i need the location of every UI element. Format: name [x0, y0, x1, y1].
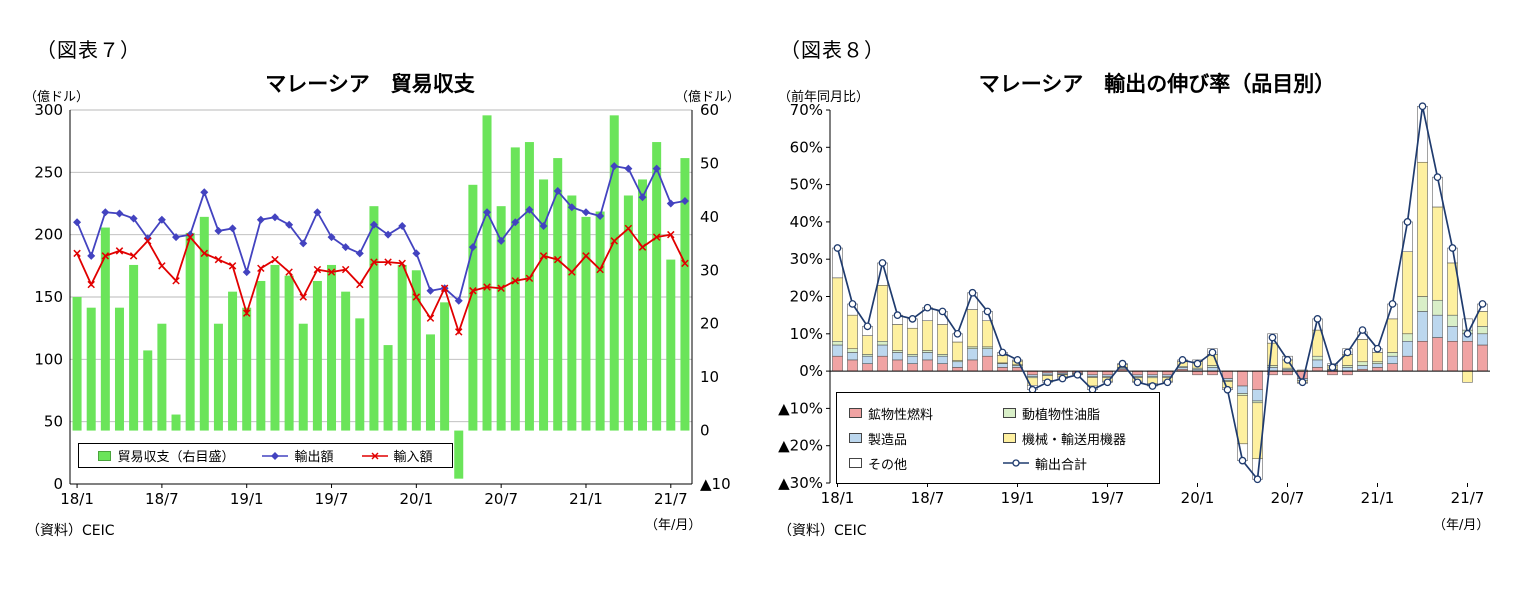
- figure7-chart: 0 50 100 150 200 250 300 ▲10 0 10 20 30 40 50 60 18/1 18…: [34, 101, 731, 508]
- svg-text:21/1: 21/1: [1361, 489, 1395, 507]
- legend-item-total-exports: 輸出合計: [1003, 454, 1147, 473]
- legend-item-oils: 動植物性油脂: [1003, 404, 1147, 423]
- svg-text:40%: 40%: [790, 213, 823, 231]
- svg-text:20%: 20%: [790, 288, 823, 306]
- svg-text:10%: 10%: [790, 325, 823, 343]
- svg-text:19/1: 19/1: [1001, 489, 1035, 507]
- legend-item-trade-balance: 貿易収支（右目盛）: [98, 446, 234, 465]
- svg-text:19/1: 19/1: [230, 490, 264, 508]
- manufactured-swatch-icon: [849, 433, 862, 443]
- svg-text:21/7: 21/7: [654, 490, 688, 508]
- svg-text:40: 40: [700, 208, 719, 226]
- total-exports-line-marker-icon: [1003, 459, 1029, 467]
- legend-label-manufactured: 製造品: [868, 432, 908, 448]
- figure7-axis-note: （年/月）: [645, 518, 702, 533]
- svg-text:0%: 0%: [799, 362, 823, 380]
- legend-label-total-exports: 輸出合計: [1035, 457, 1088, 473]
- svg-text:150: 150: [34, 288, 63, 306]
- exports-line-marker-icon: [262, 451, 289, 460]
- svg-text:300: 300: [34, 101, 63, 119]
- legend-item-machinery: 機械・輸送用機器: [1003, 429, 1147, 448]
- figure7-right-axis-unit: （億ドル）: [674, 90, 740, 105]
- figure7-title: マレーシア 貿易収支: [265, 72, 475, 96]
- svg-text:10: 10: [700, 368, 719, 386]
- legend-item-imports: 輸入額: [361, 446, 433, 465]
- figure7-legend: 貿易収支（右目盛） 輸出額 輸入額: [78, 443, 453, 468]
- svg-text:50: 50: [700, 154, 719, 172]
- svg-text:60%: 60%: [790, 138, 823, 156]
- svg-text:70%: 70%: [790, 101, 823, 119]
- figure7-source: （資料）CEIC: [26, 523, 115, 539]
- svg-text:▲10: ▲10: [700, 475, 731, 493]
- legend-item-other: その他: [849, 454, 993, 473]
- machinery-swatch-icon: [1003, 433, 1016, 443]
- svg-text:19/7: 19/7: [1091, 489, 1125, 507]
- legend-item-exports: 輸出額: [262, 446, 334, 465]
- figure8-chart: ▲30% ▲20% ▲10% 0% 10% 20% 30% 40% 50% 60% 70% 18/1 1…: [778, 101, 1490, 507]
- svg-text:21/7: 21/7: [1451, 489, 1485, 507]
- svg-text:18/1: 18/1: [821, 489, 855, 507]
- legend-label-imports: 輸入額: [393, 450, 433, 465]
- svg-text:18/7: 18/7: [911, 489, 945, 507]
- svg-text:30: 30: [700, 261, 719, 279]
- figure8-y-axis-unit: （前年同月比）: [778, 90, 870, 105]
- imports-line-marker-icon: [361, 452, 388, 459]
- svg-text:20: 20: [700, 315, 719, 333]
- svg-text:▲20%: ▲20%: [778, 437, 823, 455]
- svg-text:0: 0: [53, 475, 63, 493]
- other-swatch-icon: [849, 458, 862, 468]
- svg-text:▲30%: ▲30%: [778, 474, 823, 492]
- legend-label-oils: 動植物性油脂: [1022, 407, 1101, 423]
- legend-label-exports: 輸出額: [294, 450, 334, 465]
- svg-text:20/7: 20/7: [484, 490, 518, 508]
- svg-text:▲10%: ▲10%: [778, 399, 823, 417]
- figure7-tag: （図表７）: [36, 38, 141, 62]
- legend-item-mineral-fuels: 鉱物性燃料: [849, 404, 993, 423]
- oils-swatch-icon: [1003, 408, 1016, 418]
- legend-label-machinery: 機械・輸送用機器: [1022, 432, 1127, 448]
- trade-balance-swatch-icon: [98, 450, 112, 461]
- svg-text:21/1: 21/1: [569, 490, 603, 508]
- svg-text:20/1: 20/1: [1181, 489, 1215, 507]
- legend-item-manufactured: 製造品: [849, 429, 993, 448]
- figure8-title: マレーシア 輸出の伸び率（品目別）: [978, 72, 1336, 96]
- svg-text:60: 60: [700, 101, 719, 119]
- figure8-panel: （図表８） マレーシア 輸出の伸び率（品目別） （前年同月比） ▲30% ▲20%…: [757, 0, 1517, 592]
- figure8-source: （資料）CEIC: [778, 523, 867, 539]
- legend-label-other: その他: [868, 457, 908, 473]
- svg-text:250: 250: [34, 163, 63, 181]
- svg-text:0: 0: [700, 422, 710, 440]
- figure8-tag: （図表８）: [780, 38, 885, 62]
- figure8-legend: 鉱物性燃料 動植物性油脂 製造品 機械・輸送用機器 その他: [836, 392, 1160, 484]
- svg-text:50%: 50%: [790, 176, 823, 194]
- svg-text:20/1: 20/1: [399, 490, 433, 508]
- figure7-panel: （図表７） マレーシア 貿易収支 （億ドル） （億ドル） 0 50 100 150 20…: [0, 0, 757, 592]
- mineral-fuels-swatch-icon: [849, 408, 862, 418]
- legend-label-mineral-fuels: 鉱物性燃料: [868, 407, 934, 423]
- svg-text:50: 50: [44, 413, 63, 431]
- svg-text:200: 200: [34, 226, 63, 244]
- figure8-axis-note: （年/月）: [1433, 518, 1490, 533]
- svg-text:20/7: 20/7: [1271, 489, 1305, 507]
- svg-text:19/7: 19/7: [315, 490, 349, 508]
- svg-text:18/1: 18/1: [60, 490, 94, 508]
- svg-text:30%: 30%: [790, 250, 823, 268]
- legend-label-trade-balance: 貿易収支（右目盛）: [117, 450, 235, 465]
- svg-text:18/7: 18/7: [145, 490, 179, 508]
- svg-text:100: 100: [34, 350, 63, 368]
- figure7-left-axis-unit: （億ドル）: [24, 90, 90, 105]
